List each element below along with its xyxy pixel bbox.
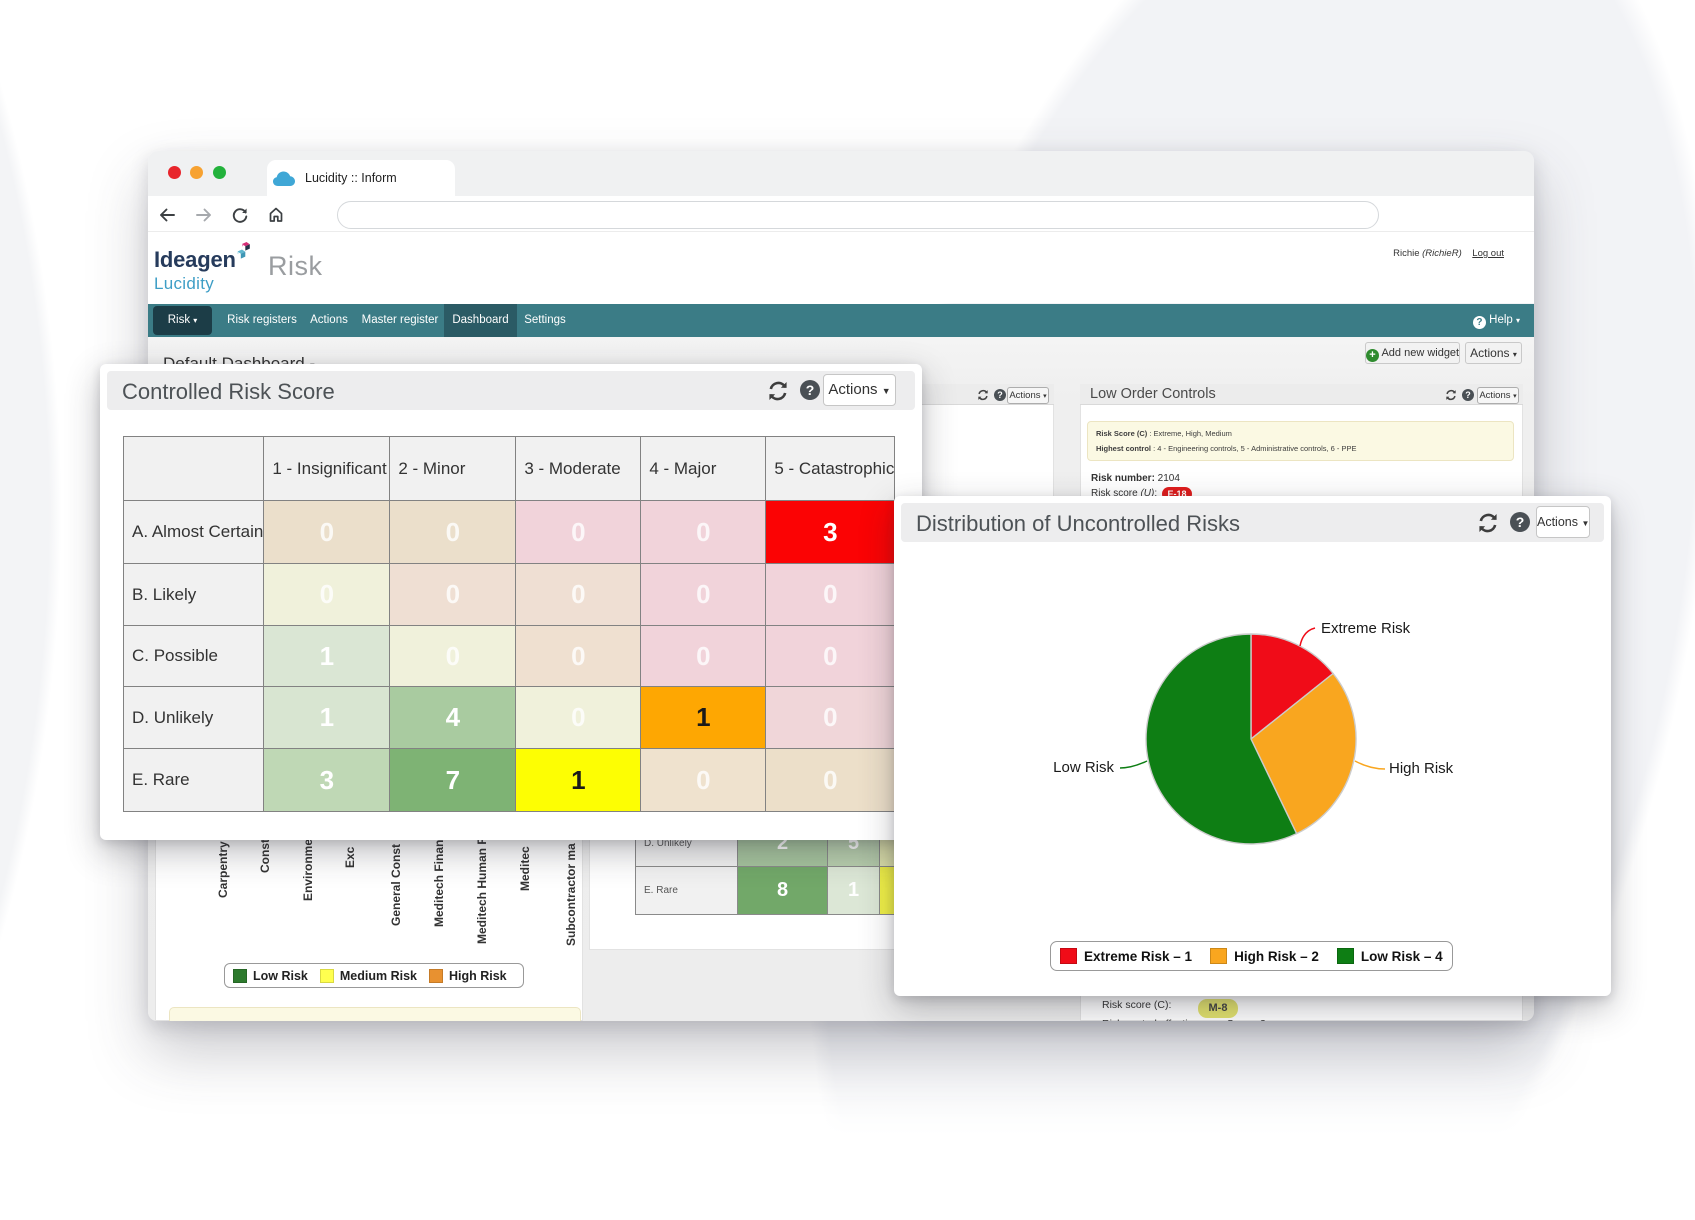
svg-text:Low Risk: Low Risk [1053,759,1114,776]
svg-text:Extreme Risk: Extreme Risk [1321,620,1411,637]
svg-text:High Risk: High Risk [1389,760,1454,777]
